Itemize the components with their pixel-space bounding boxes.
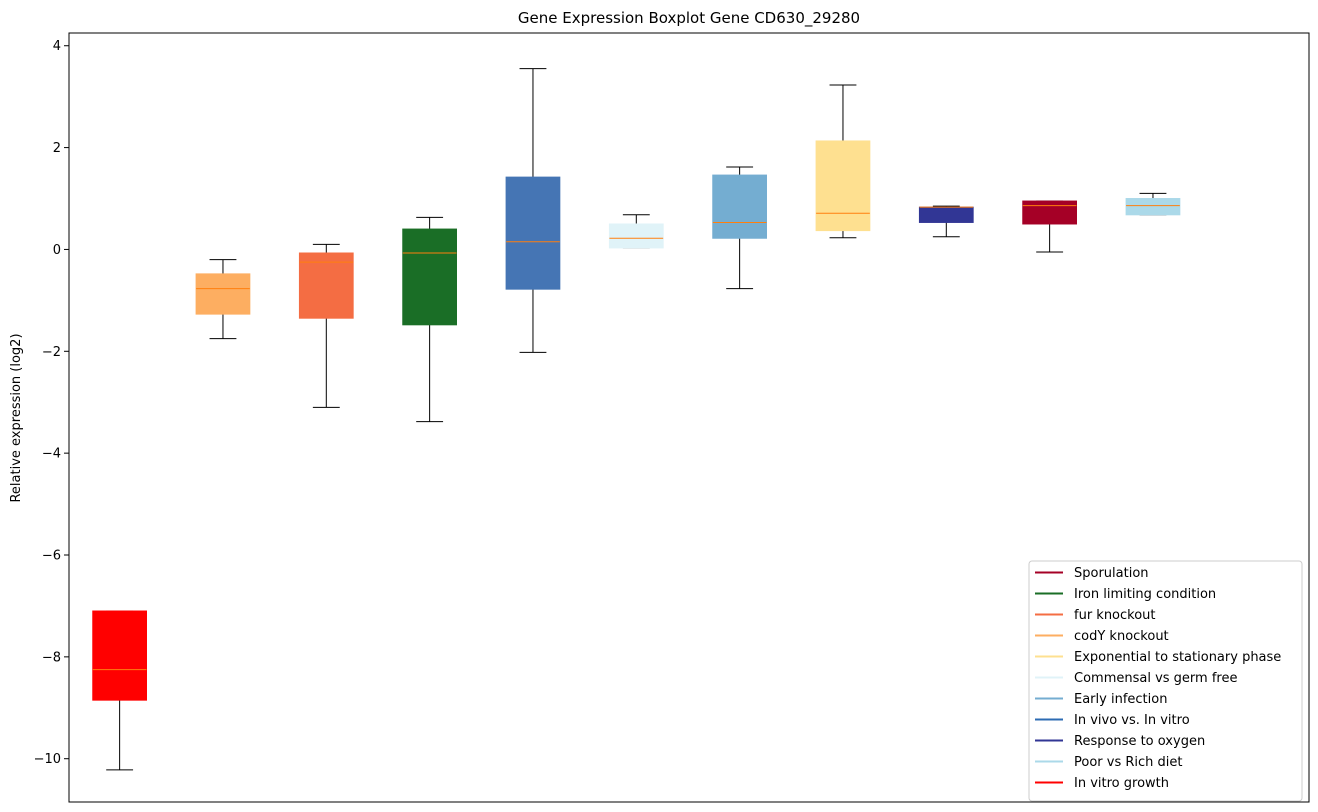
y-axis-label: Relative expression (log2) (9, 333, 24, 502)
boxes (92, 68, 1181, 771)
legend-label: In vivo vs. In vitro (1074, 713, 1190, 728)
box (1022, 200, 1077, 225)
box-group (1125, 192, 1181, 216)
y-tick-label: 0 (53, 243, 61, 258)
box-group (195, 259, 251, 340)
chart-title: Gene Expression Boxplot Gene CD630_29280 (518, 9, 860, 28)
y-tick-label: −2 (42, 345, 61, 360)
box-group (608, 214, 664, 249)
box (918, 206, 974, 223)
box-group (1022, 200, 1077, 253)
legend-label: codY knockout (1074, 629, 1169, 644)
box-group (402, 216, 457, 423)
box (402, 228, 457, 326)
y-tick-label: 4 (53, 39, 61, 54)
legend: Sporulation Iron limiting condition fur kn… (1028, 560, 1303, 802)
y-tick-label: −6 (42, 549, 61, 564)
box (298, 252, 354, 319)
box-group (712, 166, 767, 290)
y-axis: 4 2 0 −2 −4 −6 −8 −10 (34, 39, 69, 767)
legend-label: Early infection (1074, 692, 1167, 707)
y-tick-label: −8 (42, 650, 61, 665)
legend-label: Sporulation (1074, 566, 1149, 581)
box (608, 223, 664, 249)
box-group (815, 84, 871, 239)
y-tick-label: −4 (42, 447, 61, 462)
legend-label: In vitro growth (1074, 776, 1169, 791)
box (505, 176, 561, 290)
box (1125, 198, 1181, 216)
box-group (918, 205, 974, 238)
box-group (298, 243, 354, 408)
box-group (92, 610, 148, 771)
legend-label: Response to oxygen (1074, 734, 1205, 749)
legend-label: Exponential to stationary phase (1074, 650, 1281, 665)
box (712, 174, 767, 239)
legend-label: Commensal vs germ free (1074, 671, 1237, 686)
legend-label: Poor vs Rich diet (1074, 755, 1182, 770)
box (815, 140, 871, 232)
plot-frame (68, 32, 1310, 803)
legend-label: fur knockout (1074, 608, 1156, 623)
box (195, 273, 251, 315)
legend-frame (1028, 560, 1303, 802)
y-tick-label: −10 (34, 752, 61, 767)
y-tick-label: 2 (53, 141, 61, 156)
box-group (505, 68, 561, 353)
legend-label: Iron limiting condition (1074, 587, 1216, 602)
box (92, 610, 148, 701)
